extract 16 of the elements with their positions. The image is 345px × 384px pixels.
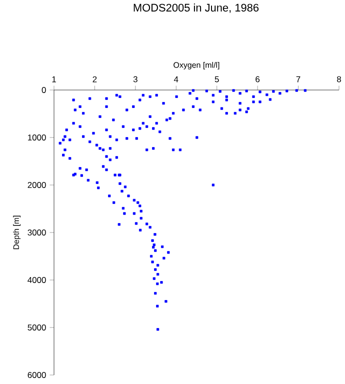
x-tick-label: 4 (174, 76, 178, 82)
x-tick-label: 1 (52, 76, 56, 82)
y-tick-label: 2000 (28, 182, 46, 188)
chart-title: MODS2005 in June, 1986 (134, 4, 259, 13)
y-tick-label: 5000 (28, 324, 46, 330)
x-tick-label: 8 (337, 76, 341, 82)
y-tick-label: 3000 (28, 230, 46, 236)
x-tick-label: 7 (296, 76, 300, 82)
y-tick-label: 6000 (28, 372, 46, 378)
x-tick-label: 6 (256, 76, 260, 82)
y-tick-label: 1000 (28, 134, 46, 140)
x-tick-label: 3 (133, 76, 138, 82)
y-tick-label: 4000 (28, 277, 46, 283)
x-tick-label: 2 (92, 76, 97, 82)
y-tick-label: 0 (42, 87, 46, 93)
x-tick-label: 5 (214, 76, 219, 82)
